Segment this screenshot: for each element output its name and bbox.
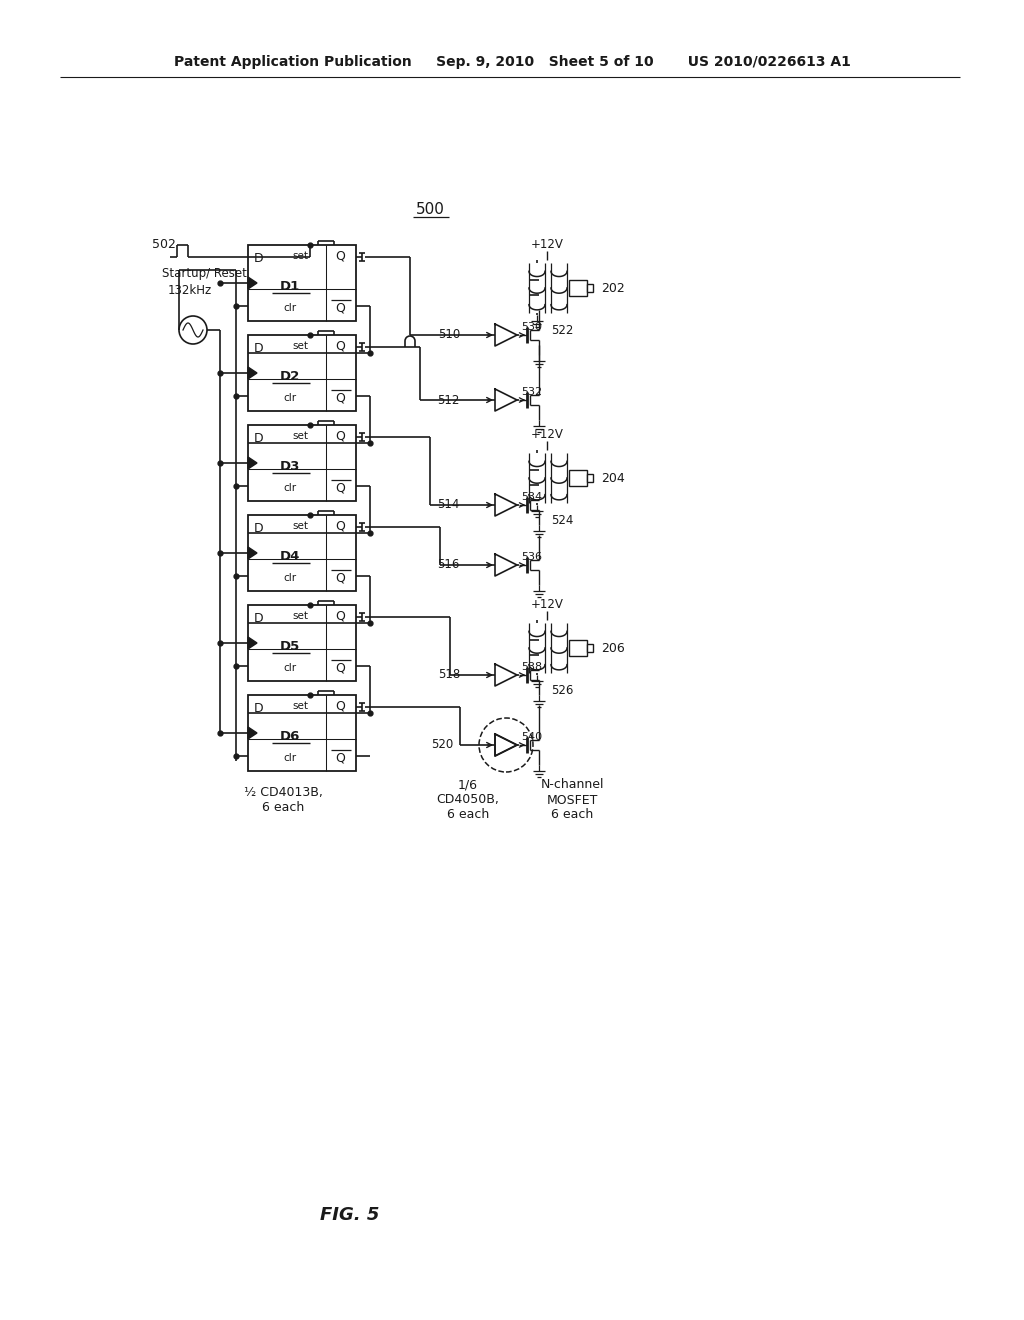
- Text: clr: clr: [284, 663, 297, 673]
- Text: set: set: [292, 341, 308, 351]
- Text: D6: D6: [280, 730, 300, 742]
- Text: 204: 204: [601, 471, 625, 484]
- Text: Q: Q: [335, 520, 345, 532]
- Text: set: set: [292, 251, 308, 261]
- Polygon shape: [248, 638, 257, 649]
- Bar: [248, 425, 356, 502]
- Bar: [587, 284, 593, 292]
- Circle shape: [179, 315, 207, 345]
- Text: Q: Q: [335, 572, 345, 585]
- Text: Q: Q: [335, 482, 345, 495]
- Text: Q: Q: [335, 301, 345, 314]
- Text: 532: 532: [521, 387, 542, 397]
- Text: clr: clr: [284, 304, 297, 313]
- Text: Q: Q: [335, 392, 345, 404]
- Text: D: D: [254, 252, 264, 264]
- Text: D3: D3: [280, 459, 300, 473]
- Text: Patent Application Publication     Sep. 9, 2010   Sheet 5 of 10       US 2010/02: Patent Application Publication Sep. 9, 2…: [173, 55, 851, 69]
- Text: 516: 516: [437, 558, 460, 572]
- Text: +12V: +12V: [530, 239, 563, 252]
- Text: set: set: [292, 701, 308, 711]
- Text: 522: 522: [551, 325, 573, 338]
- Text: 518: 518: [437, 668, 460, 681]
- Text: D1: D1: [280, 280, 300, 293]
- Text: clr: clr: [284, 483, 297, 492]
- Polygon shape: [495, 323, 517, 346]
- Text: Q: Q: [335, 661, 345, 675]
- Text: 538: 538: [521, 663, 542, 672]
- Text: 132kHz: 132kHz: [168, 285, 212, 297]
- Text: clr: clr: [284, 752, 297, 763]
- Polygon shape: [495, 494, 517, 516]
- Text: Q: Q: [335, 751, 345, 764]
- Text: 524: 524: [551, 515, 573, 528]
- Polygon shape: [248, 277, 257, 289]
- Text: D: D: [254, 342, 264, 355]
- Text: 514: 514: [437, 499, 460, 511]
- Bar: [248, 515, 356, 591]
- Bar: [569, 470, 587, 486]
- Text: N-channel
MOSFET
6 each: N-channel MOSFET 6 each: [541, 779, 604, 821]
- Text: Q: Q: [335, 700, 345, 713]
- Bar: [587, 474, 593, 482]
- Polygon shape: [248, 367, 257, 379]
- Text: Q: Q: [335, 429, 345, 442]
- Text: Q: Q: [335, 249, 345, 263]
- Bar: [248, 605, 356, 681]
- Text: 526: 526: [551, 685, 573, 697]
- Bar: [248, 696, 356, 771]
- Text: clr: clr: [284, 393, 297, 403]
- Text: D5: D5: [280, 639, 300, 652]
- Text: FIG. 5: FIG. 5: [321, 1206, 380, 1224]
- Text: D: D: [254, 432, 264, 445]
- Circle shape: [479, 718, 534, 772]
- Polygon shape: [495, 734, 517, 756]
- Polygon shape: [248, 546, 257, 558]
- Polygon shape: [495, 389, 517, 411]
- Text: set: set: [292, 521, 308, 531]
- Text: 502: 502: [152, 239, 176, 252]
- Polygon shape: [495, 554, 517, 576]
- Bar: [587, 644, 593, 652]
- Text: ½ CD4013B,
6 each: ½ CD4013B, 6 each: [244, 785, 323, 814]
- Bar: [569, 640, 587, 656]
- Text: D: D: [254, 701, 264, 714]
- Text: 512: 512: [437, 393, 460, 407]
- Text: D2: D2: [280, 370, 300, 383]
- Text: 536: 536: [521, 552, 542, 562]
- Text: +12V: +12V: [530, 598, 563, 611]
- Text: 206: 206: [601, 642, 625, 655]
- Text: 202: 202: [601, 281, 625, 294]
- Polygon shape: [495, 734, 517, 756]
- Text: Q: Q: [335, 339, 345, 352]
- Bar: [248, 246, 356, 321]
- Text: set: set: [292, 432, 308, 441]
- Text: D4: D4: [280, 549, 300, 562]
- Bar: [569, 280, 587, 296]
- Text: +12V: +12V: [530, 429, 563, 441]
- Text: Startup/ Reset: Startup/ Reset: [162, 267, 247, 280]
- Text: 540: 540: [521, 733, 542, 742]
- Text: Q: Q: [335, 610, 345, 623]
- Text: D: D: [254, 521, 264, 535]
- Bar: [248, 335, 356, 411]
- Polygon shape: [248, 727, 257, 739]
- Text: 534: 534: [521, 492, 542, 502]
- Text: 510: 510: [437, 329, 460, 342]
- Text: 1/6
CD4050B,
6 each: 1/6 CD4050B, 6 each: [436, 779, 500, 821]
- Text: clr: clr: [284, 573, 297, 583]
- Polygon shape: [248, 457, 257, 469]
- Text: 500: 500: [416, 202, 444, 218]
- Text: set: set: [292, 611, 308, 620]
- Text: 530: 530: [521, 322, 542, 333]
- Polygon shape: [495, 664, 517, 686]
- Text: 520: 520: [431, 738, 453, 751]
- Text: D: D: [254, 611, 264, 624]
